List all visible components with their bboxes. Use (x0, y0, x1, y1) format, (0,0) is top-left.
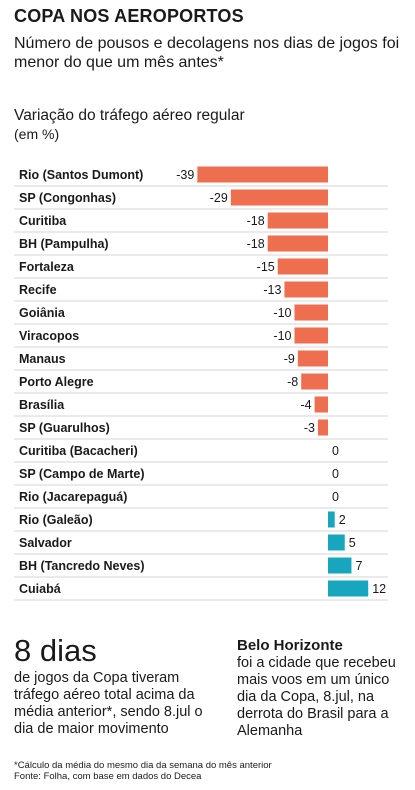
bar (267, 212, 328, 229)
value-label: 7 (355, 559, 362, 573)
value-label: -15 (257, 260, 275, 274)
bh-title: Belo Horizonte (237, 637, 343, 654)
category-label: Goiânia (19, 306, 66, 320)
category-label: SP (Campo de Marte) (19, 467, 145, 481)
value-label: -8 (287, 375, 298, 389)
value-label: -10 (273, 329, 291, 343)
chart-title: Variação do tráfego aéreo regular (14, 107, 245, 124)
page-title: COPA NOS AEROPORTOS (14, 6, 244, 26)
value-label: 0 (332, 444, 339, 458)
value-label: -4 (300, 398, 311, 412)
value-label: -9 (284, 352, 295, 366)
value-label: -3 (304, 421, 315, 435)
footnote: *Cálculo da média do mesmo dia da semana… (14, 760, 272, 782)
bar-chart: Rio (Santos Dumont) -39 SP (Congonhas) -29 C… (14, 166, 388, 601)
bar (328, 511, 335, 528)
footnote-source: Fonte: Folha, com base em dados do Decea (14, 771, 202, 782)
value-label: 2 (339, 513, 346, 527)
category-label: BH (Tancredo Neves) (19, 559, 145, 573)
value-label: 0 (332, 467, 339, 481)
bar (284, 281, 328, 298)
bar (328, 557, 352, 574)
bar (328, 534, 345, 551)
category-label: BH (Pampulha) (19, 237, 109, 251)
category-label: Fortaleza (19, 260, 75, 274)
category-label: Salvador (19, 536, 72, 550)
bar (277, 258, 328, 275)
value-label: -18 (247, 214, 265, 228)
value-label: -13 (263, 283, 281, 297)
footnote-note: *Cálculo da média do mesmo dia da semana… (14, 760, 272, 771)
category-label: SP (Guarulhos) (19, 421, 110, 435)
value-label: -18 (247, 237, 265, 251)
category-label: Manaus (19, 352, 66, 366)
category-label: Rio (Jacarepaguá) (19, 490, 127, 504)
bar (301, 373, 328, 390)
bh-text: foi a cidade que recebeu mais voos em um… (237, 655, 396, 739)
bar (267, 235, 328, 252)
bar (197, 166, 328, 183)
value-label: 0 (332, 490, 339, 504)
bar (328, 580, 369, 597)
category-label: Cuiabá (19, 582, 61, 596)
bar (297, 350, 328, 367)
category-label: Curitiba (19, 214, 67, 228)
value-label: 12 (372, 582, 386, 596)
category-label: Rio (Santos Dumont) (19, 168, 143, 182)
bar (294, 327, 328, 344)
stat-number: 8 dias (14, 633, 97, 668)
value-label: -39 (176, 168, 194, 182)
chart-unit: (em %) (14, 126, 60, 142)
category-label: Porto Alegre (19, 375, 94, 389)
category-label: Rio (Galeão) (19, 513, 93, 527)
category-label: Recife (19, 283, 57, 297)
stat-text: de jogos da Copa tiveram tráfego aéreo t… (14, 670, 203, 737)
value-label: 5 (349, 536, 356, 550)
category-label: Brasília (19, 398, 65, 412)
bar (317, 419, 328, 436)
value-label: -10 (273, 306, 291, 320)
page-subtitle: Número de pousos e decolagens nos dias d… (14, 35, 400, 71)
category-label: SP (Congonhas) (19, 191, 116, 205)
bar (314, 396, 328, 413)
bar (230, 189, 328, 206)
category-label: Viracopos (19, 329, 79, 343)
bar (294, 304, 328, 321)
value-label: -29 (210, 191, 228, 205)
category-label: Curitiba (Bacacheri) (19, 444, 138, 458)
